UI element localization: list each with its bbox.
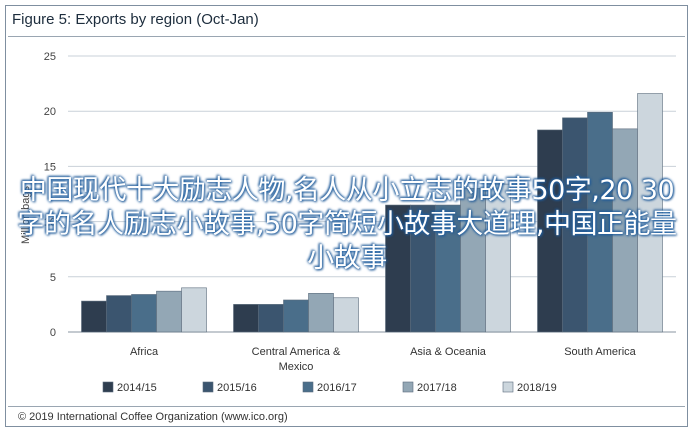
- legend-swatch: [202, 381, 214, 393]
- bar: [258, 304, 284, 333]
- y-tick-label: 25: [44, 51, 56, 63]
- bar: [562, 117, 588, 333]
- legend-swatch: [502, 381, 514, 393]
- bar: [637, 93, 663, 333]
- x-tick-label: South America: [564, 346, 636, 358]
- bar: [181, 287, 207, 333]
- footer-divider: [8, 406, 685, 407]
- bar: [485, 183, 511, 333]
- bar: [385, 204, 411, 333]
- y-tick-label: 20: [44, 106, 56, 118]
- legend-label: 2018/19: [517, 382, 557, 394]
- legend-label: 2017/18: [417, 382, 457, 394]
- legend-swatch: [102, 381, 114, 393]
- legend-label: 2015/16: [217, 382, 257, 394]
- watermark-overlay-text: 中国现代十大励志人物,名人从小立志的故事50字,20 30字的名人励志小故事,5…: [17, 175, 677, 274]
- bar: [435, 204, 461, 333]
- bar: [283, 299, 309, 333]
- y-tick-label: 0: [50, 327, 56, 339]
- bar: [81, 300, 107, 333]
- title-divider: [8, 36, 685, 37]
- bar: [233, 304, 259, 333]
- x-tick-label: Africa: [130, 346, 159, 358]
- legend-label: 2014/15: [117, 382, 157, 394]
- bar: [612, 128, 638, 333]
- legend-swatch: [402, 381, 414, 393]
- x-tick-label: Asia & Oceania: [410, 346, 487, 358]
- bar: [460, 188, 486, 333]
- bar: [106, 295, 132, 333]
- figure-frame: [5, 5, 688, 427]
- bar: [156, 290, 182, 333]
- bar: [333, 297, 359, 333]
- legend-swatch: [302, 381, 314, 393]
- source-note: © 2019 International Coffee Organization…: [18, 411, 288, 423]
- bar: [410, 204, 436, 333]
- y-tick-label: 5: [50, 272, 56, 284]
- y-tick-label: 10: [44, 217, 56, 229]
- x-tick-label: Mexico: [279, 361, 314, 373]
- bar: [131, 294, 157, 333]
- legend-label: 2016/17: [317, 382, 357, 394]
- chart-title: Figure 5: Exports by region (Oct-Jan): [12, 11, 259, 28]
- y-tick-label: 15: [44, 161, 56, 173]
- x-tick-label: Central America &: [252, 346, 341, 358]
- bar: [308, 293, 334, 333]
